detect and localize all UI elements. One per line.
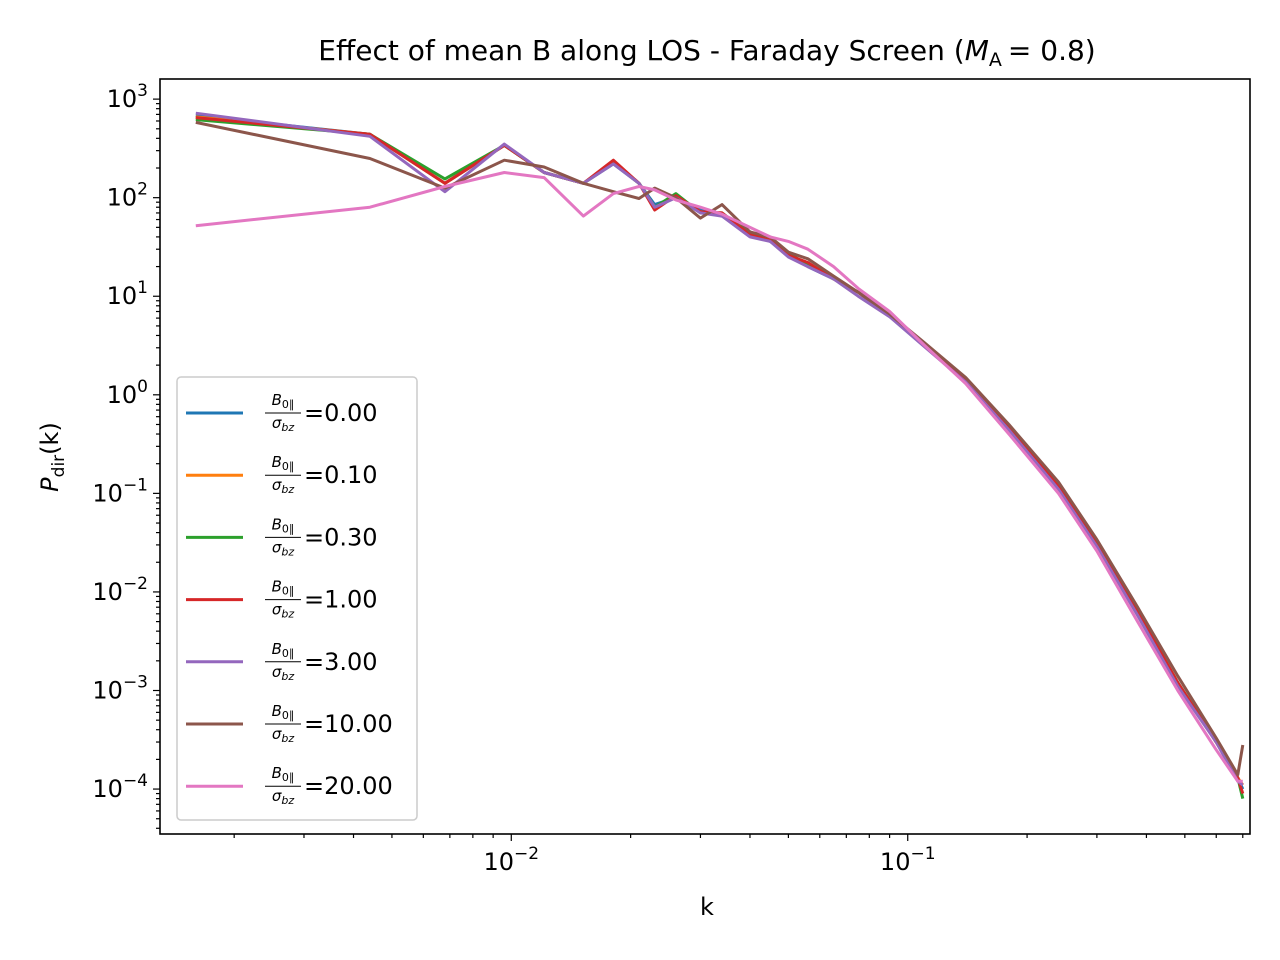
y-tick-label: 100: [107, 377, 148, 409]
y-tick-label: 103: [107, 81, 148, 113]
legend-entry-label: =0.10: [304, 461, 378, 489]
x-tick-layer: 10−2 10−1: [233, 834, 1244, 876]
legend-fraction-numerator: B0∥: [272, 764, 295, 784]
series-line-5: [195, 120, 1245, 777]
y-tick-label: 10−3: [92, 672, 148, 704]
legend-fraction-numerator: B0∥: [272, 702, 295, 722]
legend-entry-label: =3.00: [304, 648, 378, 676]
y-tick-label: 10−4: [92, 771, 148, 803]
y-tick-layer: 103 102 101 100 10−1 10−2 10−3 10−4: [92, 81, 160, 829]
legend-entry-label: =20.00: [304, 772, 393, 800]
legend-fraction-denominator: σbz: [272, 414, 294, 434]
x-tick-label: 10−2: [483, 844, 539, 876]
series-layer: [195, 111, 1245, 799]
legend-entry-label: =10.00: [304, 710, 393, 738]
chart-title: Effect of mean B along LOS - Faraday Scr…: [318, 34, 1095, 71]
legend-fraction-numerator: B0∥: [272, 453, 295, 473]
y-tick-label: 10−1: [92, 475, 148, 507]
legend-fraction-denominator: σbz: [272, 601, 294, 621]
x-tick-label: 10−1: [880, 844, 936, 876]
legend-fraction-denominator: σbz: [272, 538, 294, 558]
x-axis-label: k: [700, 893, 714, 921]
legend-fraction-denominator: σbz: [272, 663, 294, 683]
legend-fraction-numerator: B0∥: [272, 640, 295, 660]
legend-fraction-denominator: σbz: [272, 787, 294, 807]
legend-fraction-numerator: B0∥: [272, 515, 295, 535]
plot-frame: [159, 78, 1251, 835]
legend-fraction-numerator: B0∥: [272, 578, 295, 598]
legend-entry-label: =0.00: [304, 399, 378, 427]
series-line-4: [195, 111, 1244, 787]
legend-frame: [176, 376, 418, 821]
legend-fraction-numerator: B0∥: [272, 391, 295, 411]
legend-fraction-denominator: σbz: [272, 725, 294, 745]
legend: B0∥ σbz =0.00 B0∥ σbz =0.10 B0∥ σbz =0.30 B0∥ σbz =…: [176, 376, 418, 821]
series-line-6: [195, 171, 1243, 783]
y-tick-label: 10−2: [92, 574, 148, 606]
y-tick-label: 101: [107, 278, 148, 310]
legend-fraction-denominator: σbz: [272, 476, 294, 496]
y-tick-label: 102: [107, 180, 148, 212]
legend-entry-label: =1.00: [304, 586, 378, 614]
y-axis-label: Pdir(k): [36, 422, 69, 492]
legend-entry-label: =0.30: [304, 523, 378, 551]
